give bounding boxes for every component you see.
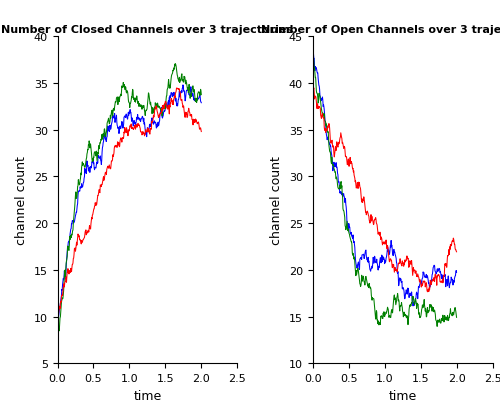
X-axis label: time: time bbox=[388, 389, 416, 401]
Title: Number of Closed Channels over 3 trajectories: Number of Closed Channels over 3 traject… bbox=[2, 25, 294, 35]
Title: Number of Open Channels over 3 trajectories: Number of Open Channels over 3 trajector… bbox=[261, 25, 500, 35]
Y-axis label: channel count: channel count bbox=[15, 156, 28, 244]
X-axis label: time: time bbox=[134, 389, 162, 401]
Y-axis label: channel count: channel count bbox=[270, 156, 283, 244]
